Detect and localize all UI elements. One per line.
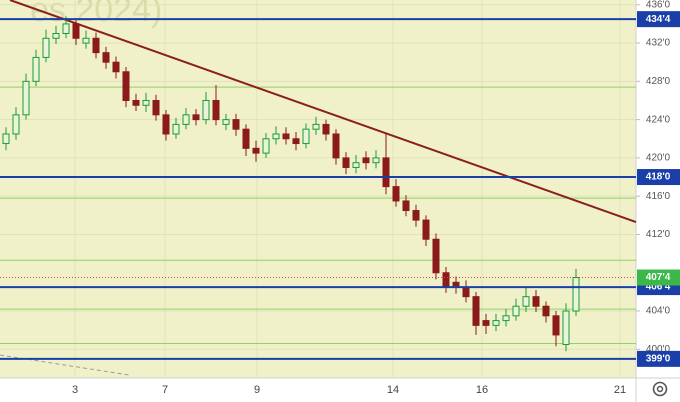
candle-body (212, 99, 220, 121)
candle-body (462, 286, 470, 298)
x-tick-label: 9 (254, 384, 260, 396)
candle-body (282, 133, 290, 140)
candle-body (112, 61, 120, 73)
y-tick-label: 432'0 (646, 38, 671, 49)
level-label-bg (637, 11, 680, 28)
candle-body (152, 99, 160, 116)
candle-body (402, 200, 410, 212)
candle-body (302, 128, 310, 145)
candle-body (272, 133, 280, 140)
candle-body (392, 186, 400, 202)
candle-body (352, 162, 360, 168)
trend-line (9, 0, 637, 223)
marks-layer (0, 16, 636, 360)
y-tick-label: 412'0 (646, 229, 671, 240)
level-label-bg (637, 350, 680, 367)
candle-body (162, 114, 170, 135)
y-tick-label: 420'0 (646, 153, 671, 164)
y-tick-label: 424'0 (646, 114, 671, 125)
candle-body (232, 119, 240, 130)
candle-body (12, 114, 20, 135)
candle-body (202, 99, 210, 121)
x-tick-label: 16 (476, 384, 488, 396)
candle-body (42, 37, 50, 58)
settings-icon[interactable] (652, 381, 668, 397)
y-tick-label: 436'0 (646, 0, 671, 10)
x-tick-label: 3 (72, 384, 78, 396)
grid-layer (0, 0, 637, 378)
candle-body (412, 210, 420, 221)
level-label: 434'4 (646, 14, 671, 25)
last-price-bg (637, 269, 680, 286)
candle-body (362, 157, 370, 164)
candle-body (2, 133, 10, 145)
candle-body (62, 23, 70, 34)
candle-body (432, 238, 440, 274)
candle-body (132, 99, 140, 106)
candle-body (422, 219, 430, 240)
candle-body (502, 315, 510, 322)
y-tick-label: 404'0 (646, 306, 671, 317)
candle-body (542, 305, 550, 317)
candle-body (562, 310, 570, 346)
candle-body (52, 32, 60, 39)
candle-body (572, 277, 580, 312)
gear-inner (656, 385, 664, 393)
candle-body (532, 296, 540, 307)
x-tick-label: 14 (387, 384, 399, 396)
candle-body (522, 296, 530, 307)
candle-body (172, 123, 180, 135)
candle-body (242, 128, 250, 149)
candle-body (552, 315, 560, 336)
candle-body (472, 296, 480, 326)
level-label: 399'0 (646, 354, 671, 365)
candle-body (92, 37, 100, 54)
candle-body (102, 52, 110, 63)
x-tick-label: 21 (614, 384, 626, 396)
candle-body (192, 114, 200, 121)
candle-body (222, 119, 230, 125)
level-label: 406'4 (646, 282, 671, 293)
y-tick-label: 400'0 (646, 344, 671, 355)
candle-body (382, 157, 390, 188)
level-label: 418'0 (646, 172, 671, 183)
candle-body (492, 320, 500, 326)
candle-body (72, 23, 80, 39)
candle-body (312, 123, 320, 130)
candle-body (512, 305, 520, 317)
y-tick-label: 416'0 (646, 191, 671, 202)
candle-body (292, 138, 300, 145)
level-label-bg (637, 169, 680, 186)
candle-body (182, 114, 190, 125)
x-tick-label: 7 (162, 384, 168, 396)
y-tick-label: 428'0 (646, 76, 671, 87)
candle-body (262, 138, 270, 154)
candle-body (22, 80, 30, 116)
candle-body (32, 56, 40, 82)
candle-body (482, 320, 490, 326)
last-price-label: 407'4 (646, 272, 671, 283)
gear-outer (652, 381, 668, 397)
labels-layer: 3 7 9 14 16 21 436'0 432'0 428'0 424'0 420'0 416'0 4… (72, 0, 680, 396)
candle-body (252, 147, 260, 154)
candle-body (372, 157, 380, 164)
candle-body (82, 37, 90, 44)
candle-body (442, 272, 450, 288)
candle-body (342, 157, 350, 168)
candle-body (322, 123, 330, 135)
candle-body (332, 133, 340, 159)
candle-body (142, 99, 150, 106)
candle-body (122, 71, 130, 101)
